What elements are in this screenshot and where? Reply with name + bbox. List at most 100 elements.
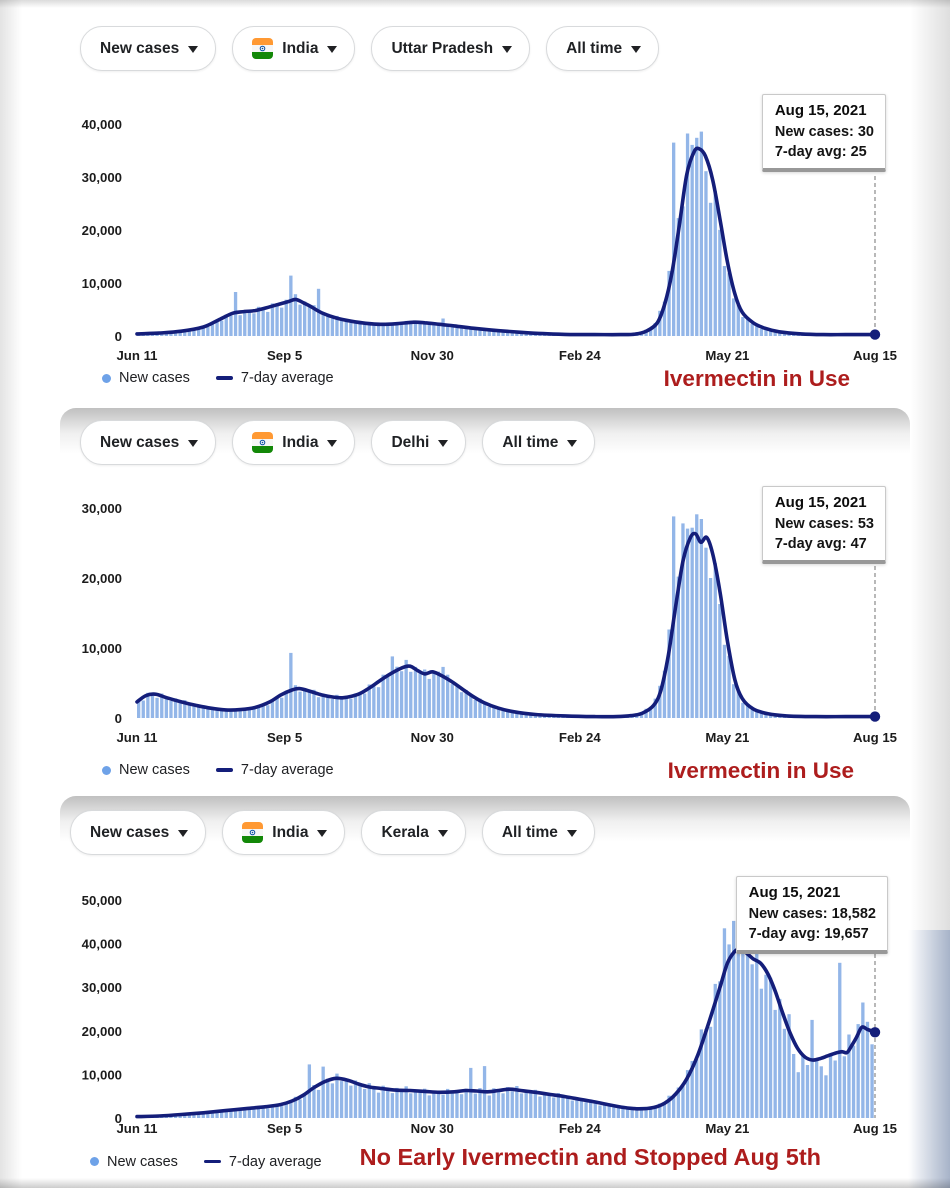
legend-avg: 7-day average [203, 1153, 322, 1170]
legend-new-cases: New cases [90, 1154, 178, 1170]
svg-text:Feb 24: Feb 24 [559, 1121, 601, 1136]
svg-text:Nov 30: Nov 30 [411, 348, 454, 363]
legend-new-cases-label: New cases [119, 762, 190, 778]
tooltip-new-cases: New cases: 30 [774, 123, 874, 140]
chart-card-kerala: New cases India Kerala All time 0 10,000 2… [0, 796, 950, 1188]
filter-pill-row: New cases India Uttar Pradesh All time [80, 26, 660, 71]
svg-text:50,000: 50,000 [82, 893, 122, 908]
new-cases-chart-uttar-pradesh[interactable]: 0 10,000 20,000 30,000 40,000 Jun 11 Sep 5 Nov … [8, 92, 942, 374]
tooltip-avg: 7-day avg: 19,657 [748, 926, 869, 943]
svg-text:Feb 24: Feb 24 [559, 348, 601, 363]
svg-text:0: 0 [115, 1111, 122, 1126]
chart-tooltip: Aug 15, 2021 New cases: 18,582 7-day avg… [735, 876, 888, 954]
svg-text:40,000: 40,000 [82, 117, 122, 132]
metric-filter-dropdown[interactable]: New cases [80, 420, 217, 465]
new-cases-chart-kerala[interactable]: 0 10,000 20,000 30,000 40,000 50,000 Jun 11 Sep… [8, 868, 942, 1153]
chevron-down-icon [631, 46, 642, 53]
country-filter-label: India [282, 433, 319, 451]
time-range-filter-dropdown[interactable]: All time [546, 26, 660, 71]
legend-new-cases: New cases [102, 762, 190, 778]
chart-tooltip: Aug 15, 2021 New cases: 53 7-day avg: 47 [761, 486, 886, 564]
avg-line-icon [215, 376, 233, 380]
country-filter-dropdown[interactable]: India [222, 810, 346, 855]
svg-text:30,000: 30,000 [82, 980, 122, 995]
chevron-down-icon [567, 440, 578, 447]
new-cases-chart-delhi[interactable]: 0 10,000 20,000 30,000 Jun 11 Sep 5 Nov 30 Feb … [8, 486, 942, 768]
tooltip-date: Aug 15, 2021 [774, 102, 867, 119]
svg-text:Aug 15: Aug 15 [853, 1121, 897, 1136]
new-cases-dot-icon [102, 765, 111, 775]
svg-text:30,000: 30,000 [82, 170, 122, 185]
svg-text:Aug 15: Aug 15 [853, 730, 897, 745]
metric-filter-dropdown[interactable]: New cases [70, 810, 207, 855]
chevron-down-icon [188, 46, 199, 53]
svg-text:Feb 24: Feb 24 [559, 730, 601, 745]
svg-text:0: 0 [115, 329, 122, 344]
svg-text:May 21: May 21 [705, 1121, 749, 1136]
legend-new-cases: New cases [102, 370, 190, 386]
metric-filter-label: New cases [100, 39, 180, 57]
ivermectin-annotation: Ivermectin in Use [667, 758, 854, 783]
svg-text:20,000: 20,000 [82, 571, 122, 586]
tooltip-new-cases: New cases: 18,582 [748, 905, 876, 922]
chevron-down-icon [317, 830, 328, 837]
region-filter-dropdown[interactable]: Delhi [371, 420, 467, 465]
svg-text:Aug 15: Aug 15 [853, 348, 897, 363]
svg-text:20,000: 20,000 [82, 1024, 122, 1039]
legend-avg-label: 7-day average [240, 370, 334, 386]
chart-tooltip: Aug 15, 2021 New cases: 30 7-day avg: 25 [761, 94, 886, 172]
india-flag-icon [252, 38, 274, 59]
legend-row: New cases 7-day average No Early Ivermec… [90, 1144, 940, 1171]
india-flag-icon [242, 822, 264, 843]
region-filter-label: Delhi [391, 433, 430, 451]
metric-filter-label: New cases [100, 433, 180, 451]
legend-avg: 7-day average [215, 370, 334, 386]
region-filter-dropdown[interactable]: Uttar Pradesh [371, 26, 531, 71]
chevron-down-icon [502, 46, 513, 53]
filter-pill-row: New cases India Delhi All time [80, 420, 596, 465]
metric-filter-dropdown[interactable]: New cases [80, 26, 217, 71]
tooltip-date: Aug 15, 2021 [748, 884, 841, 901]
svg-text:Sep 5: Sep 5 [267, 730, 302, 745]
chevron-down-icon [327, 46, 338, 53]
legend-row: New cases 7-day average Ivermectin in Us… [102, 366, 850, 391]
svg-text:10,000: 10,000 [82, 1067, 122, 1082]
legend-new-cases-label: New cases [107, 1153, 178, 1170]
legend-row: New cases 7-day average Ivermectin in Us… [102, 758, 854, 783]
country-filter-label: India [272, 823, 309, 841]
svg-text:40,000: 40,000 [82, 937, 122, 952]
tooltip-avg: 7-day avg: 47 [774, 536, 867, 553]
svg-text:10,000: 10,000 [82, 276, 122, 291]
svg-text:Jun 11: Jun 11 [116, 730, 157, 745]
tooltip-avg: 7-day avg: 25 [774, 144, 867, 161]
chart-card-delhi: New cases India Delhi All time 0 10,000 20… [0, 408, 950, 796]
svg-text:May 21: May 21 [705, 730, 749, 745]
tooltip-date: Aug 15, 2021 [774, 494, 867, 511]
chevron-down-icon [438, 440, 449, 447]
filter-pill-row: New cases India Kerala All time [70, 810, 595, 855]
svg-text:Sep 5: Sep 5 [267, 348, 302, 363]
tooltip-new-cases: New cases: 53 [774, 515, 874, 532]
new-cases-dot-icon [102, 373, 111, 383]
svg-text:30,000: 30,000 [82, 501, 122, 516]
region-filter-dropdown[interactable]: Kerala [361, 810, 466, 855]
no-ivermectin-annotation: No Early Ivermectin and Stopped Aug 5th [359, 1144, 821, 1170]
svg-text:Jun 11: Jun 11 [116, 348, 157, 363]
legend-avg: 7-day average [215, 762, 334, 778]
svg-text:20,000: 20,000 [82, 223, 122, 238]
chevron-down-icon [178, 830, 189, 837]
region-filter-label: Kerala [381, 823, 429, 841]
legend-avg-label: 7-day average [228, 1153, 322, 1170]
chevron-down-icon [188, 440, 199, 447]
svg-text:May 21: May 21 [705, 348, 749, 363]
svg-text:Sep 5: Sep 5 [267, 1121, 302, 1136]
chevron-down-icon [327, 440, 338, 447]
chart-card-uttar-pradesh: New cases India Uttar Pradesh All time 0… [0, 6, 950, 408]
time-range-filter-label: All time [501, 823, 558, 841]
chevron-down-icon [566, 830, 577, 837]
country-filter-dropdown[interactable]: India [232, 26, 356, 71]
time-range-filter-dropdown[interactable]: All time [481, 810, 595, 855]
country-filter-dropdown[interactable]: India [232, 420, 356, 465]
time-range-filter-dropdown[interactable]: All time [482, 420, 596, 465]
ivermectin-annotation: Ivermectin in Use [663, 366, 850, 391]
